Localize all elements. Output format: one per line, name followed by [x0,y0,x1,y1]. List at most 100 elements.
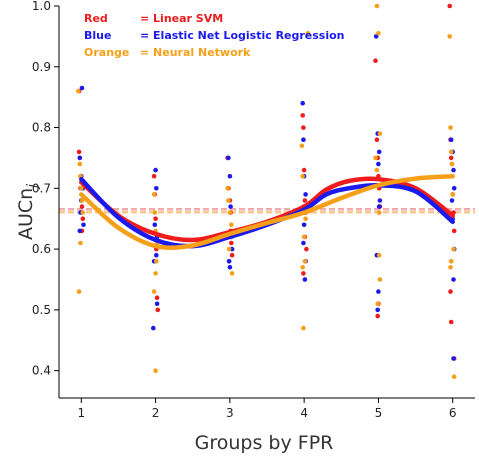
point-elastic-net-logistic-regression [449,198,455,203]
y-tick-label: 0.9 [32,60,51,74]
point-linear-svm [373,58,378,63]
point-linear-svm [304,246,309,252]
point-neural-network [76,289,82,294]
y-axis-label-subscript: j [25,184,41,190]
point-neural-network [451,374,457,380]
axes: 0.4 0.5 0.6 0.7 0.8 0.9 1.0 1 2 3 4 5 6 [32,0,475,420]
y-tick-label: 0.5 [32,303,51,317]
point-neural-network [154,259,159,264]
point-neural-network [448,149,454,155]
point-elastic-net-logistic-regression [227,173,233,179]
point-neural-network [447,34,453,39]
point-linear-svm [447,3,453,9]
x-tick-label: 1 [77,406,85,420]
point-linear-svm [229,252,235,258]
legend-label-blue: = Elastic Net Logistic Regression [140,29,345,42]
point-elastic-net-logistic-regression [451,167,456,173]
y-axis-label-main: AUCn [15,188,37,240]
point-neural-network [375,301,381,307]
y-tick-label: 0.6 [32,242,51,256]
point-neural-network [77,161,83,167]
point-neural-network [300,173,306,179]
point-elastic-net-logistic-regression [154,252,159,258]
point-neural-network [301,325,306,331]
trend-line-linear-svm [79,176,455,243]
plot-area [59,3,475,380]
x-tick-label: 5 [375,406,383,420]
point-elastic-net-logistic-regression [151,325,156,331]
point-elastic-net-logistic-regression [451,277,456,282]
point-neural-network [80,210,86,215]
point-linear-svm [154,295,160,301]
y-tick-label: 0.8 [32,121,51,135]
point-neural-network [229,271,235,276]
point-elastic-net-logistic-regression [302,277,308,282]
point-elastic-net-logistic-regression [301,240,306,246]
point-elastic-net-logistic-regression [448,137,454,142]
x-tick-label: 3 [226,406,234,420]
point-elastic-net-logistic-regression [154,186,159,191]
point-linear-svm [448,319,454,325]
point-linear-svm [301,125,306,130]
point-linear-svm [229,240,234,246]
point-elastic-net-logistic-regression [376,289,381,294]
point-linear-svm [448,155,454,161]
point-elastic-net-logistic-regression [300,100,306,106]
x-tick-label: 2 [152,406,160,420]
point-neural-network [450,192,456,197]
point-neural-network [299,143,305,149]
point-neural-network [302,259,308,264]
legend: Red = Linear SVM Blue = Elastic Net Logisti… [84,12,345,59]
point-neural-network [226,198,231,203]
point-elastic-net-logistic-regression [376,149,382,155]
point-linear-svm [301,271,306,276]
point-elastic-net-logistic-regression [77,155,83,161]
point-elastic-net-logistic-regression [152,222,158,228]
y-tick-label: 0.7 [32,181,51,195]
point-elastic-net-logistic-regression [377,198,383,203]
point-elastic-net-logistic-regression [375,307,381,313]
point-linear-svm [80,216,86,221]
point-neural-network [305,31,311,36]
point-elastic-net-logistic-regression [303,192,308,197]
point-neural-network [303,216,308,221]
point-neural-network [152,210,158,215]
x-tick-label: 6 [449,406,457,420]
point-neural-network [227,210,233,215]
point-neural-network [153,271,158,276]
y-tick-label: 0.4 [32,364,51,378]
point-linear-svm [375,313,381,319]
point-elastic-net-logistic-regression [451,186,457,191]
point-elastic-net-logistic-regression [153,167,158,173]
point-linear-svm [451,228,457,234]
point-neural-network [448,125,453,130]
point-elastic-net-logistic-regression [376,204,382,209]
point-neural-network [374,3,380,9]
point-neural-network [377,277,383,282]
point-elastic-net-logistic-regression [226,259,232,264]
point-neural-network [151,289,157,294]
point-neural-network [226,246,232,252]
point-linear-svm [302,198,308,203]
point-elastic-net-logistic-regression [227,265,233,270]
point-linear-svm [301,167,307,173]
legend-key-red: Red [84,12,108,25]
point-linear-svm [300,113,306,118]
legend-key-blue: Blue [84,29,111,42]
point-neural-network [151,192,157,197]
point-neural-network [451,246,456,252]
point-neural-network [301,234,307,240]
point-linear-svm [79,204,85,209]
point-neural-network [376,252,382,258]
x-axis-label: Groups by FPR [195,432,334,454]
y-tick-label: 1.0 [32,0,51,13]
point-neural-network [449,161,455,167]
point-neural-network [78,240,83,246]
point-neural-network [225,186,230,191]
point-neural-network [153,368,158,374]
x-tick-label: 4 [300,406,308,420]
point-elastic-net-logistic-regression [226,155,231,161]
point-linear-svm [448,289,453,294]
point-elastic-net-logistic-regression [301,222,307,228]
